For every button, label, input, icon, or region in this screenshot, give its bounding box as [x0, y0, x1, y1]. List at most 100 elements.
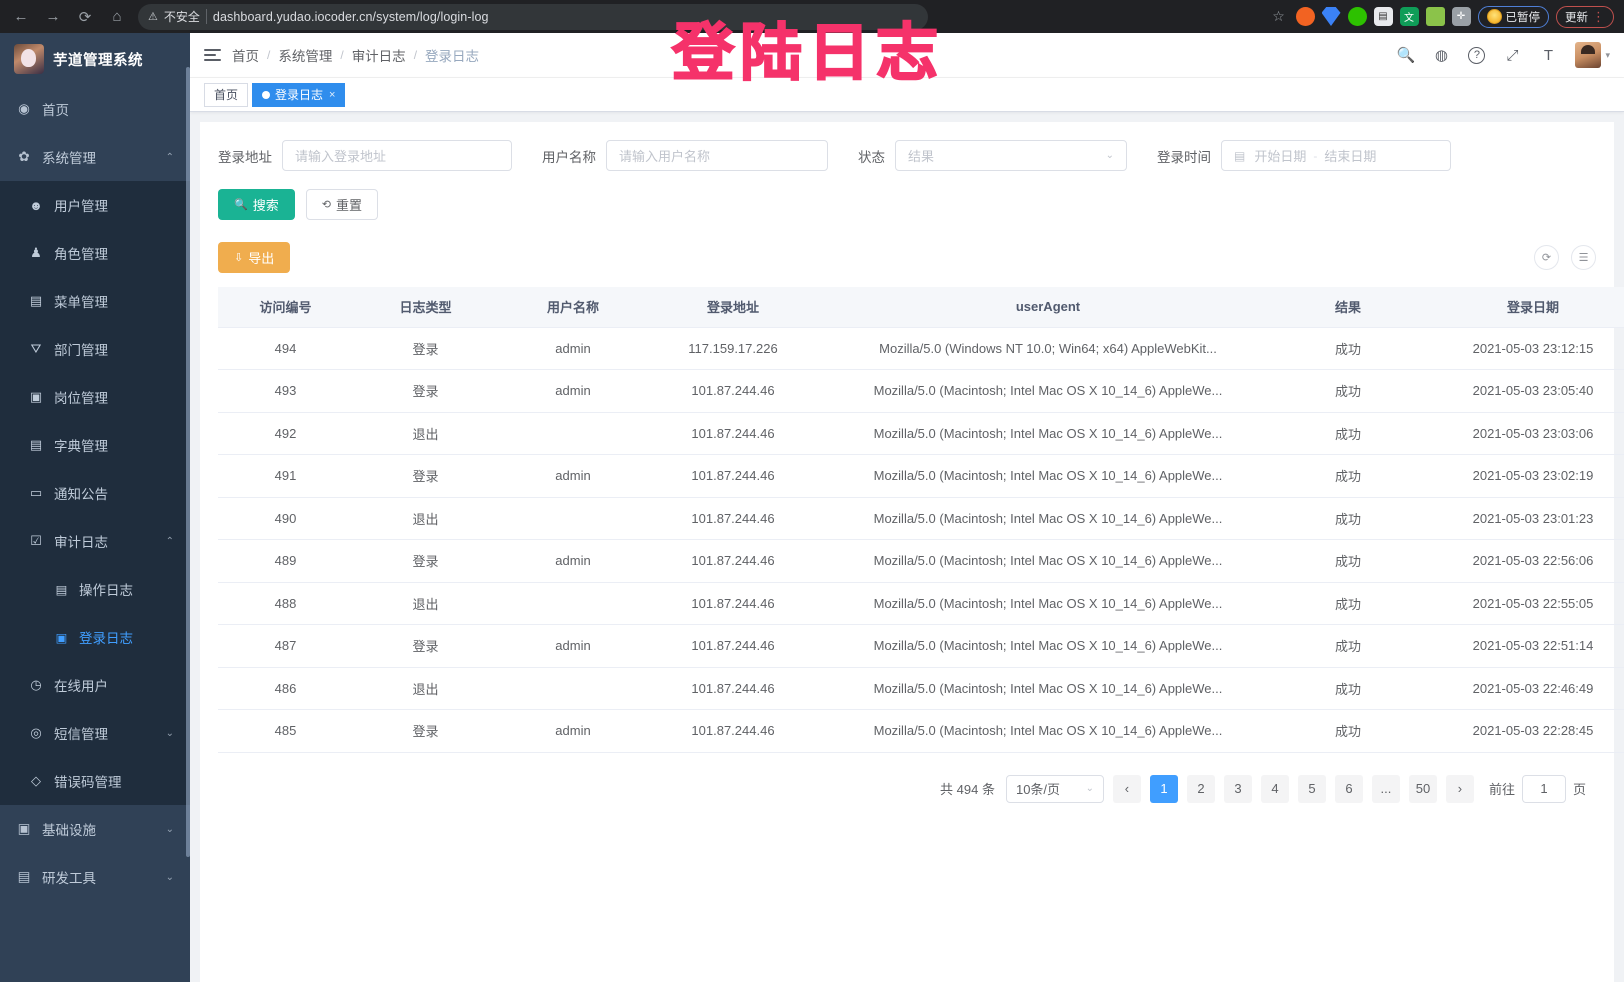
sidebar-item-infra[interactable]: ▣ 基础设施 ⌄: [0, 805, 190, 853]
cell-useragent: Mozilla/5.0 (Macintosh; Intel Mac OS X 1…: [818, 497, 1278, 540]
pagination-next-button[interactable]: ›: [1445, 774, 1474, 803]
reload-icon[interactable]: ⟳: [78, 8, 92, 26]
pagination-page-2[interactable]: 2: [1186, 774, 1215, 803]
chevron-down-icon-infra[interactable]: ⌄: [165, 823, 174, 835]
fullscreen-icon[interactable]: ⤢: [1506, 46, 1519, 64]
pagination-page-4[interactable]: 4: [1260, 774, 1289, 803]
tab-home[interactable]: 首页: [204, 82, 249, 107]
sidebar-item-home[interactable]: ◉ 首页: [0, 85, 190, 133]
sidebar-label-user-mgmt: 用户管理: [54, 199, 108, 214]
pagination-page-6[interactable]: 6: [1334, 774, 1363, 803]
breadcrumb-item-2[interactable]: 审计日志: [351, 49, 406, 64]
pagination-ellipsis[interactable]: ...: [1371, 774, 1400, 803]
pagination-prev-button[interactable]: ‹: [1112, 774, 1141, 803]
browser-menu-icon[interactable]: ⋮: [1592, 8, 1605, 24]
wechat-icon[interactable]: [1347, 7, 1367, 26]
chevron-up-icon-audit[interactable]: ⌃: [165, 535, 174, 547]
diamond-icon[interactable]: [1321, 7, 1341, 26]
close-icon[interactable]: ×: [329, 88, 336, 101]
cell-login-address: 101.87.244.46: [648, 667, 818, 710]
jump-page-input[interactable]: 1: [1521, 774, 1566, 803]
sidebar-item-dept-mgmt[interactable]: ⛛ 部门管理: [0, 325, 190, 373]
table-row[interactable]: 489 登录 admin 101.87.244.46 Mozilla/5.0 (…: [218, 539, 1624, 583]
cell-useragent: Mozilla/5.0 (Macintosh; Intel Mac OS X 1…: [818, 412, 1278, 455]
cell-login-address: 101.87.244.46: [648, 582, 818, 625]
chevron-down-icon-devtools[interactable]: ⌄: [165, 871, 174, 883]
forward-icon[interactable]: →: [45, 8, 61, 25]
back-icon[interactable]: ←: [13, 8, 29, 25]
help-icon[interactable]: ?: [1468, 46, 1486, 64]
github-icon[interactable]: ◍: [1434, 47, 1449, 64]
address-bar[interactable]: ⚠ 不安全 dashboard.yudao.iocoder.cn/system/…: [138, 3, 928, 30]
puzzle-icon[interactable]: ✛: [1451, 7, 1471, 26]
table-row[interactable]: 485 登录 admin 101.87.244.46 Mozilla/5.0 (…: [218, 709, 1624, 753]
update-label: 更新: [1565, 11, 1588, 24]
sidebar-item-sms[interactable]: ◎ 短信管理 ⌄: [0, 709, 190, 757]
chevron-up-icon[interactable]: ⌃: [165, 151, 174, 163]
sidebar-brand[interactable]: 芋道管理系统: [0, 33, 190, 85]
page-size-select[interactable]: 10条/页 ⌄: [1005, 774, 1104, 803]
font-size-icon[interactable]: T: [1543, 46, 1554, 64]
sidebar-item-error-code[interactable]: ◇ 错误码管理: [0, 757, 190, 805]
table-row[interactable]: 487 登录 admin 101.87.244.46 Mozilla/5.0 (…: [218, 624, 1624, 668]
pagination-page-5[interactable]: 5: [1297, 774, 1326, 803]
cell-result: 成功: [1278, 412, 1418, 455]
odoo-icon[interactable]: [1295, 7, 1315, 26]
home-icon[interactable]: ⌂: [112, 8, 122, 25]
sidebar-item-audit-log[interactable]: ☑ 审计日志 ⌃: [0, 517, 190, 565]
chevron-down-icon-sms[interactable]: ⌄: [165, 727, 174, 739]
table-row[interactable]: 488 退出 101.87.244.46 Mozilla/5.0 (Macint…: [218, 582, 1624, 625]
cell-useragent: Mozilla/5.0 (Windows NT 10.0; Win64; x64…: [818, 327, 1278, 370]
sidebar-item-system[interactable]: ✿ 系统管理 ⌃: [0, 133, 190, 181]
login-time-daterange[interactable]: ▤ 开始日期 - 结束日期: [1221, 140, 1451, 171]
sidebar-item-role-mgmt[interactable]: ♟ 角色管理: [0, 229, 190, 277]
breadcrumb-item-1[interactable]: 系统管理: [278, 49, 333, 64]
table-row[interactable]: 486 退出 101.87.244.46 Mozilla/5.0 (Macint…: [218, 667, 1624, 710]
column-settings-icon[interactable]: ☰: [1571, 245, 1596, 270]
status-select[interactable]: 结果 ⌄: [895, 140, 1127, 171]
table-row[interactable]: 491 登录 admin 101.87.244.46 Mozilla/5.0 (…: [218, 454, 1624, 498]
export-button[interactable]: ⇩ 导出: [218, 242, 291, 273]
sidebar-item-devtools[interactable]: ▤ 研发工具 ⌄: [0, 853, 190, 901]
login-address-input[interactable]: 请输入登录地址: [282, 140, 512, 171]
breadcrumb-item-0[interactable]: 首页: [232, 49, 259, 64]
translate-icon[interactable]: 文: [1399, 7, 1419, 26]
filter-actions: 🔍 搜索 ⟲ 重置: [218, 189, 1596, 220]
table-row[interactable]: 494 登录 admin 117.159.17.226 Mozilla/5.0 …: [218, 327, 1624, 370]
pagination-page-3[interactable]: 3: [1223, 774, 1252, 803]
pagination-page-1[interactable]: 1: [1149, 774, 1178, 803]
table-row[interactable]: 490 退出 101.87.244.46 Mozilla/5.0 (Macint…: [218, 497, 1624, 540]
sidebar-item-user-mgmt[interactable]: ☻ 用户管理: [0, 181, 190, 229]
sidebar-item-login-log[interactable]: ▣ 登录日志: [0, 613, 190, 661]
notes-icon[interactable]: ▤: [1373, 7, 1393, 26]
sidebar-item-dict-mgmt[interactable]: ▤ 字典管理: [0, 421, 190, 469]
sidebar-item-operation-log[interactable]: ▤ 操作日志: [0, 565, 190, 613]
search-icon[interactable]: 🔍: [1396, 47, 1416, 64]
username-input[interactable]: 请输入用户名称: [606, 140, 828, 171]
brand-title: 芋道管理系统: [53, 52, 143, 69]
sidebar-item-post-mgmt[interactable]: ▣ 岗位管理: [0, 373, 190, 421]
sidebar-item-notice[interactable]: ▭ 通知公告: [0, 469, 190, 517]
sidebar-item-online-user[interactable]: ◷ 在线用户: [0, 661, 190, 709]
paused-pill[interactable]: 已暂停: [1477, 5, 1549, 28]
sidebar-item-menu-mgmt[interactable]: ▤ 菜单管理: [0, 277, 190, 325]
filter-label-status: 状态: [858, 149, 885, 165]
cell-access-id: 485: [218, 709, 353, 753]
plant-icon[interactable]: [1425, 7, 1445, 26]
search-button[interactable]: 🔍 搜索: [218, 189, 295, 220]
reset-button[interactable]: ⟲ 重置: [305, 189, 378, 220]
cell-log-type: 退出: [353, 582, 498, 625]
browser-extensions-area: ☆ ▤ 文 ✛ 已暂停 更新 ⋮: [1269, 5, 1619, 28]
update-pill[interactable]: 更新 ⋮: [1556, 5, 1614, 28]
cell-login-address: 101.87.244.46: [648, 369, 818, 413]
table-row[interactable]: 492 退出 101.87.244.46 Mozilla/5.0 (Macint…: [218, 412, 1624, 455]
pagination-page-last[interactable]: 50: [1408, 774, 1437, 803]
table-row[interactable]: 493 登录 admin 101.87.244.46 Mozilla/5.0 (…: [218, 369, 1624, 413]
tab-login-log[interactable]: 登录日志 ×: [252, 82, 346, 107]
avatar-menu[interactable]: ▾: [1575, 42, 1610, 68]
sidebar-scrollbar[interactable]: [186, 67, 190, 857]
bookmark-star-icon[interactable]: ☆: [1272, 8, 1285, 24]
cell-log-type: 登录: [353, 454, 498, 498]
refresh-table-icon[interactable]: ⟳: [1534, 245, 1559, 270]
menu-collapse-icon[interactable]: [204, 49, 221, 61]
